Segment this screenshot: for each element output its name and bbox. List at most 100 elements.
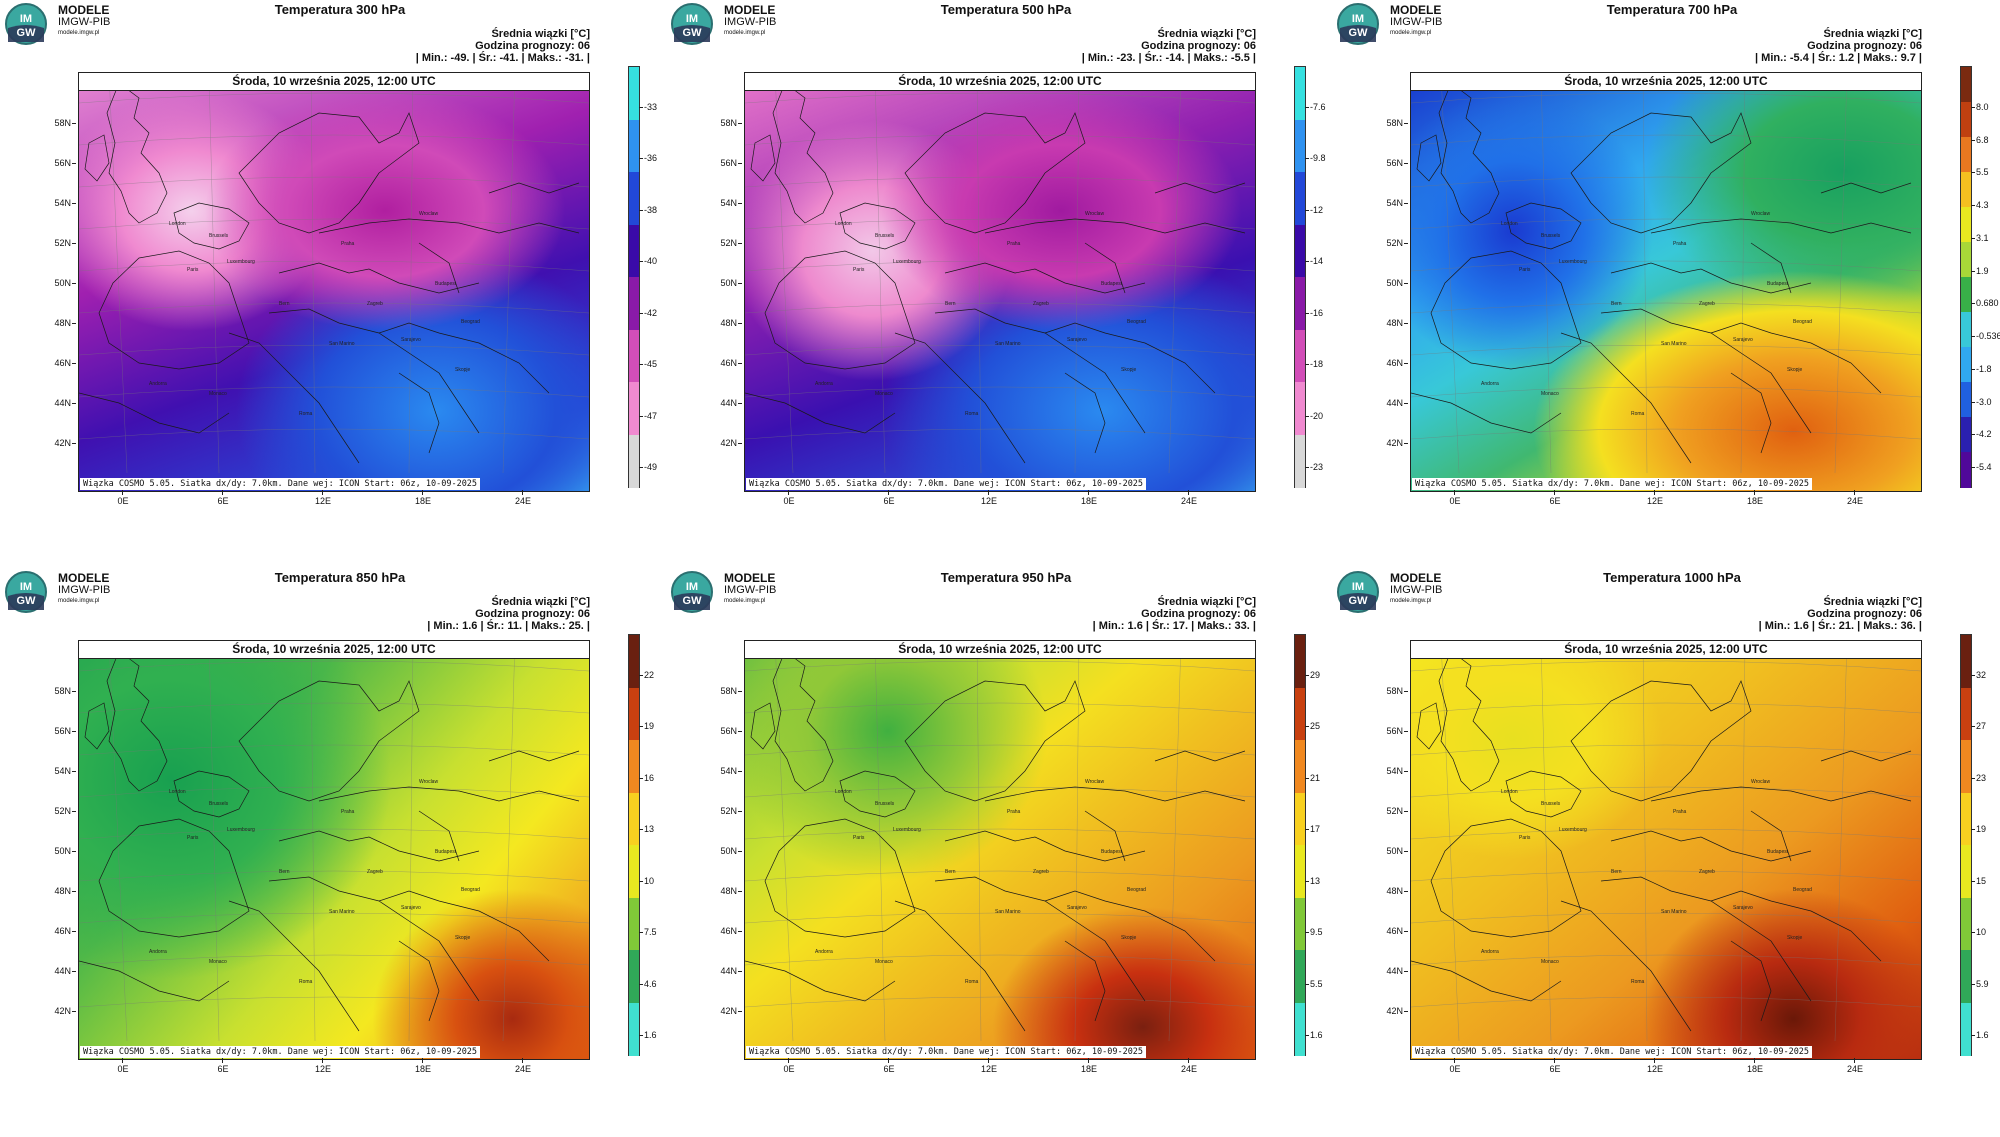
city-label: Zagreb xyxy=(1033,869,1049,875)
color-scale-segment xyxy=(1295,277,1305,330)
color-scale-label: 19 xyxy=(1976,824,1987,835)
color-scale-segment xyxy=(629,740,639,793)
color-scale-label: -49 xyxy=(644,462,658,472)
panel-info: Średnia wiązki [°C] Godzina prognozy: 06… xyxy=(427,596,590,632)
longitude-label: 18E xyxy=(1074,1058,1104,1074)
color-scale: 32 27 23 19 15 10 5.9 1.6 xyxy=(1960,634,1989,1056)
color-scale-tick xyxy=(639,777,643,779)
latitude-label: 58N xyxy=(1372,686,1408,696)
latitude-label: 46N xyxy=(1372,358,1408,368)
latitude-label: 50N xyxy=(706,278,742,288)
latitude-label: 46N xyxy=(706,926,742,936)
city-label: Andorra xyxy=(149,381,167,387)
city-label: San Marino xyxy=(329,909,355,915)
city-label: Skopje xyxy=(1121,935,1137,941)
logo-line-2: IMGW-PIB xyxy=(724,584,777,596)
forecast-hour: Godzina prognozy: 06 xyxy=(1807,40,1922,52)
latitude-label: 52N xyxy=(40,806,76,816)
city-label: San Marino xyxy=(995,341,1021,347)
model-footer: Wiązka COSMO 5.05. Siatka dx/dy: 7.0km. … xyxy=(80,1046,481,1058)
color-scale-tick xyxy=(1305,829,1309,831)
color-scale-label: 13 xyxy=(644,824,655,835)
color-scale-tick xyxy=(1305,777,1309,779)
color-scale-segment xyxy=(1295,224,1305,278)
color-scale-tick xyxy=(1305,1035,1309,1036)
city-label: Sarajevo xyxy=(401,905,421,911)
logo-text: MODELE IMGW-PIB modele.imgw.pl xyxy=(1390,572,1442,604)
color-scale-segment xyxy=(1961,312,1971,348)
color-scale-label: 5.5 xyxy=(1976,167,1989,178)
latitude-label: 58N xyxy=(706,686,742,696)
forecast-hour: Godzina prognozy: 06 xyxy=(1141,608,1256,620)
map-frame: Środa, 10 września 2025, 12:00 UTC xyxy=(1410,72,1922,492)
longitude-label: 24E xyxy=(1840,490,1870,506)
latitude-label: 52N xyxy=(1372,806,1408,816)
city-label: Skopje xyxy=(455,935,471,941)
city-label: Beograd xyxy=(1793,319,1812,325)
svg-text:GW: GW xyxy=(1349,27,1369,39)
color-scale-label: 17 xyxy=(1310,824,1321,835)
color-scale-label: -16 xyxy=(1310,307,1324,318)
stats-line: | Min.: -5.4 | Śr.: 1.2 | Maks.: 9.7 | xyxy=(1755,52,1922,64)
latitude-label: 58N xyxy=(706,118,742,128)
latitude-label: 42N xyxy=(1372,438,1408,448)
longitude-label: 18E xyxy=(1074,490,1104,506)
city-label: Roma xyxy=(1631,411,1645,417)
stats-line: | Min.: 1.6 | Śr.: 11. | Maks.: 25. | xyxy=(427,620,590,632)
city-label: Zagreb xyxy=(1033,301,1049,307)
longitude-label: 6E xyxy=(874,490,904,506)
color-scale-tick xyxy=(639,158,643,160)
mean-label: Średnia wiązki [°C] xyxy=(491,596,590,608)
color-scale-tick xyxy=(1971,932,1975,934)
color-scale-tick xyxy=(639,1035,643,1036)
city-label: Roma xyxy=(1631,979,1645,985)
logo-line-1: MODELE xyxy=(1390,571,1442,585)
city-label: San Marino xyxy=(995,909,1021,915)
map-overlay xyxy=(1411,641,1921,1041)
color-scale-tick xyxy=(639,726,643,728)
latitude-label: 52N xyxy=(1372,238,1408,248)
city-label: Andorra xyxy=(1481,949,1499,955)
latitude-label: 54N xyxy=(706,198,742,208)
city-label: Budapest xyxy=(1101,281,1123,287)
longitude-label: 12E xyxy=(974,490,1004,506)
color-scale-label: 7.5 xyxy=(644,927,657,938)
forecast-panel-6: IM GW MODELE IMGW-PIB modele.imgw.pl Tem… xyxy=(1332,568,1998,1136)
latitude-label: 54N xyxy=(1372,766,1408,776)
latitude-label: 56N xyxy=(706,726,742,736)
city-label: Budapest xyxy=(435,849,457,855)
model-footer: Wiązka COSMO 5.05. Siatka dx/dy: 7.0km. … xyxy=(80,478,481,490)
stats-line: | Min.: -23. | Śr.: -14. | Maks.: -5.5 | xyxy=(1081,52,1256,64)
logo-url: modele.imgw.pl xyxy=(58,30,100,36)
latitude-label: 48N xyxy=(1372,318,1408,328)
city-label: Andorra xyxy=(815,949,833,955)
latitude-label: 42N xyxy=(40,438,76,448)
city-label: London xyxy=(835,221,852,227)
map-overlay xyxy=(79,73,589,473)
city-label: Budapest xyxy=(1767,281,1789,287)
forecast-hour: Godzina prognozy: 06 xyxy=(1141,40,1256,52)
city-label: Beograd xyxy=(461,887,480,893)
city-label: Wroclaw xyxy=(1085,211,1105,217)
mean-label: Średnia wiązki [°C] xyxy=(491,28,590,40)
longitude-label: 0E xyxy=(774,490,804,506)
svg-text:IM: IM xyxy=(1352,13,1364,25)
svg-text:IM: IM xyxy=(1352,581,1364,593)
color-scale-segment xyxy=(1961,740,1971,793)
longitude-label: 12E xyxy=(308,490,338,506)
panel-info: Średnia wiązki [°C] Godzina prognozy: 06… xyxy=(1759,596,1922,632)
stats-line: | Min.: 1.6 | Śr.: 21. | Maks.: 36. | xyxy=(1758,620,1922,632)
color-scale-segment xyxy=(629,67,639,120)
color-scale-tick xyxy=(1971,368,1975,370)
color-scale-tick xyxy=(1305,364,1309,366)
city-label: Praha xyxy=(1673,809,1687,815)
map-frame: Środa, 10 września 2025, 12:00 UTC xyxy=(1410,640,1922,1060)
city-label: Monaco xyxy=(875,391,893,397)
longitude-label: 0E xyxy=(108,1058,138,1074)
city-label: Monaco xyxy=(1541,391,1559,397)
latitude-label: 44N xyxy=(706,398,742,408)
color-scale-label: -18 xyxy=(1310,359,1324,370)
map-frame: Środa, 10 września 2025, 12:00 UTC xyxy=(744,640,1256,1060)
svg-text:IM: IM xyxy=(20,581,32,593)
city-label: Andorra xyxy=(1481,381,1499,387)
